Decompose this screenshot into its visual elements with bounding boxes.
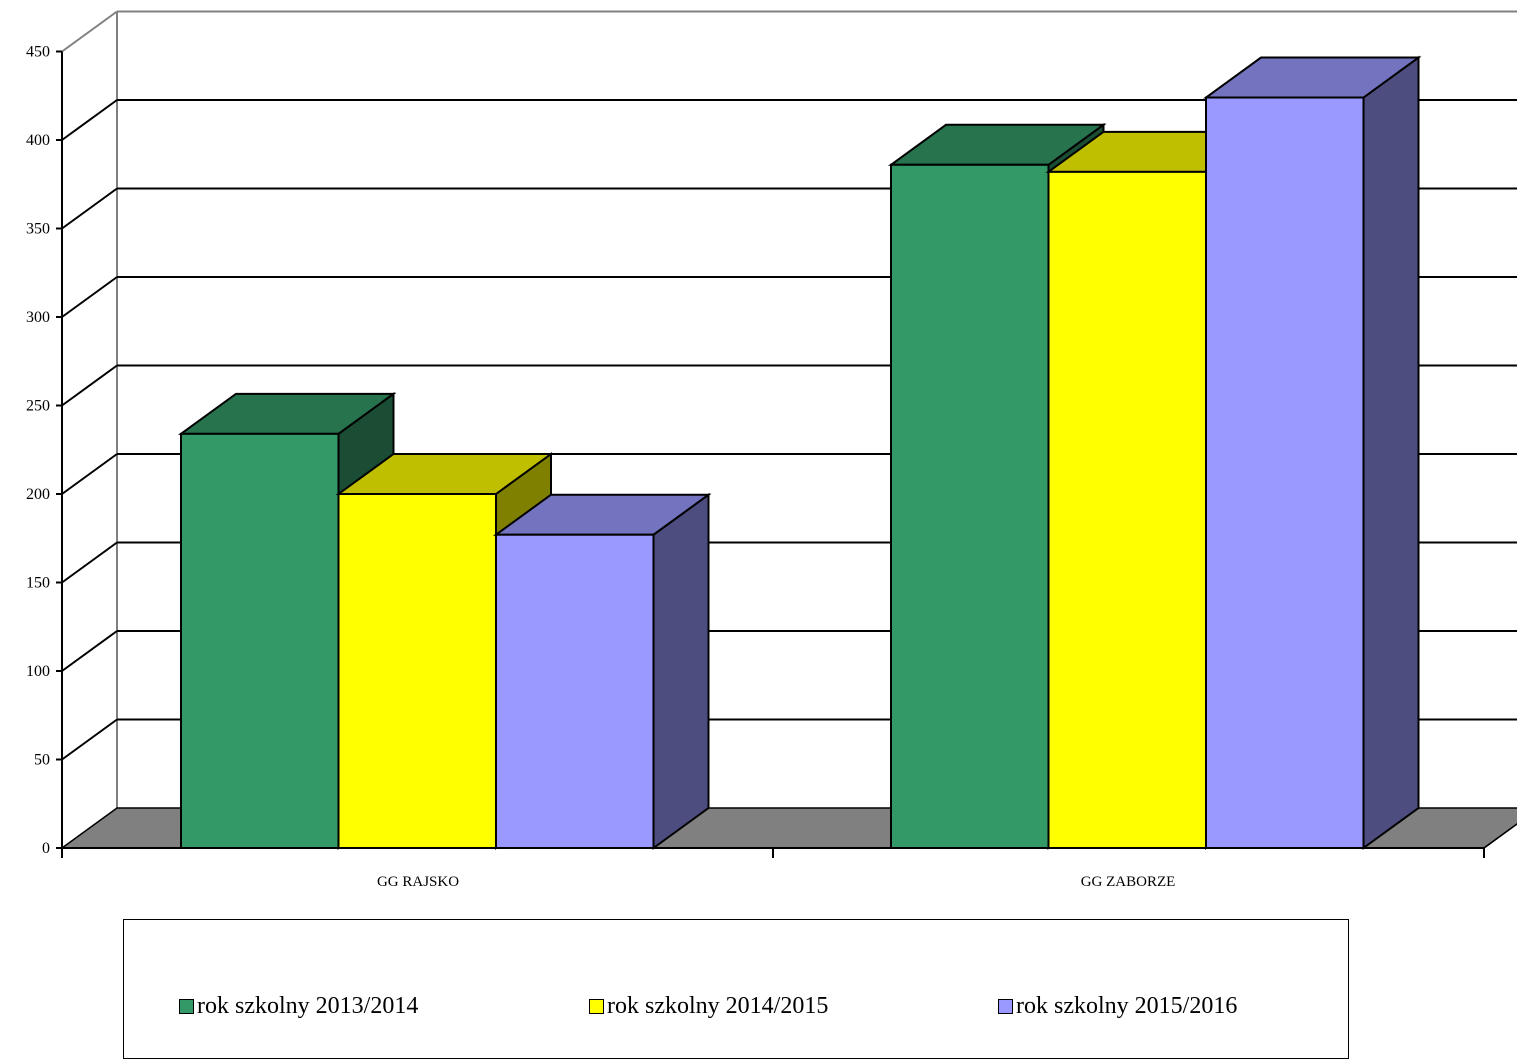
gridline-diagonal bbox=[61, 453, 118, 495]
legend-item-series-2: rok szkolny 2014/2015 bbox=[589, 993, 828, 1020]
gridline-diagonal bbox=[61, 276, 118, 318]
y-axis-ticks: 0 50 100 150 200 250 300 350 400 450 bbox=[26, 44, 62, 857]
gridline-diagonal bbox=[61, 187, 118, 230]
y-tick-label: 50 bbox=[34, 752, 50, 769]
legend: rok szkolny 2013/2014 rok szkolny 2014/2… bbox=[123, 919, 1349, 1059]
bar-front bbox=[337, 493, 497, 849]
y-tick-label: 150 bbox=[26, 575, 50, 592]
y-tick-label: 200 bbox=[26, 486, 50, 503]
side-wall-top bbox=[61, 10, 118, 53]
legend-item-series-1: rok szkolny 2013/2014 bbox=[179, 993, 418, 1020]
gridline-diagonal bbox=[61, 541, 118, 584]
legend-item-series-3: rok szkolny 2015/2016 bbox=[998, 993, 1237, 1020]
x-axis-categories: GG RAJSKO GG ZABORZE bbox=[377, 874, 1175, 890]
x-category-label: GG RAJSKO bbox=[377, 874, 459, 890]
y-tick-label: 450 bbox=[26, 44, 50, 61]
y-tick-label: 300 bbox=[26, 309, 50, 326]
legend-label-series-1: rok szkolny 2013/2014 bbox=[197, 993, 419, 1019]
bar-1-3 bbox=[492, 492, 712, 850]
gridline-diagonal bbox=[61, 99, 118, 141]
legend-swatch-series-3 bbox=[998, 999, 1013, 1014]
gridline-diagonal bbox=[61, 718, 118, 761]
bar-2-3 bbox=[1202, 55, 1422, 850]
bars bbox=[177, 55, 1422, 850]
y-tick-label: 100 bbox=[26, 663, 50, 680]
bar-front bbox=[890, 163, 1050, 849]
bar-front bbox=[180, 432, 340, 849]
y-tick-label: 400 bbox=[26, 132, 50, 149]
bar-front bbox=[495, 533, 655, 850]
bar-side bbox=[652, 492, 710, 850]
floor-edge bbox=[1483, 823, 1517, 849]
legend-swatch-series-2 bbox=[589, 999, 604, 1014]
y-tick-label: 350 bbox=[26, 221, 50, 238]
axes bbox=[61, 51, 1517, 858]
legend-swatch-series-1 bbox=[179, 999, 194, 1014]
gridline-diagonal bbox=[61, 364, 118, 407]
gridline-diagonal bbox=[61, 630, 118, 672]
bar-front bbox=[1205, 96, 1365, 849]
y-tick-label: 0 bbox=[42, 840, 50, 857]
chart-walls bbox=[61, 10, 1517, 808]
legend-label-series-2: rok szkolny 2014/2015 bbox=[607, 993, 829, 1019]
x-category-label: GG ZABORZE bbox=[1081, 874, 1176, 890]
legend-label-series-3: rok szkolny 2015/2016 bbox=[1016, 993, 1238, 1019]
bar-side bbox=[1362, 55, 1420, 850]
bar-front bbox=[1047, 170, 1207, 850]
y-tick-label: 250 bbox=[26, 398, 50, 415]
